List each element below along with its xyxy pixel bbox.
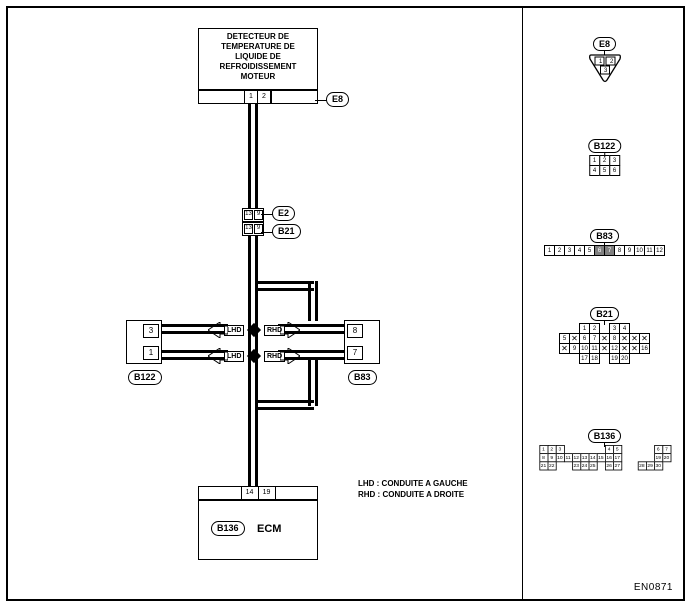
- sensor-connector-strip: 1 2: [198, 90, 318, 104]
- pinout-B122-grid: 123 456: [588, 155, 622, 175]
- pinout-B136-grid: 123 45 67 891011121314151617 1920 2122 2…: [539, 445, 670, 470]
- connector-id-B83-diag: B83: [348, 370, 377, 385]
- legend-rhd: RHD : CONDUITE A DROITE: [358, 489, 468, 500]
- left-pin-bottom: 1: [143, 346, 159, 360]
- right-side-connector: 8 7: [344, 320, 380, 364]
- inline-pin-9: 9: [254, 210, 263, 220]
- connector-id-B122-diag: B122: [128, 370, 162, 385]
- inline-pin-13b: 13: [244, 224, 253, 234]
- connector-id-E8: E8: [326, 92, 349, 107]
- pinout-B136: B136 123 45 67 891011121314151617 1920 2…: [525, 426, 685, 475]
- right-pin-top: 8: [347, 324, 363, 338]
- wiring-diagram: DETECTEUR DE TEMPERATURE DE LIQUIDE DE R…: [8, 8, 522, 599]
- sensor-pin-2: 2: [258, 91, 271, 103]
- sensor-title-2: TEMPERATURE DE: [199, 42, 317, 52]
- pinout-B21-grid: 12 34 567 8 91011 1216 1718: [560, 323, 650, 363]
- reference-code: EN0871: [634, 582, 673, 593]
- pinout-label-E8: E8: [593, 37, 616, 51]
- ecm-box: B136 ECM: [198, 500, 318, 560]
- arrow-right-1: [280, 322, 300, 338]
- wire-main-down: [248, 288, 258, 486]
- left-side-connector: 3 1: [126, 320, 162, 364]
- arrow-left-1: [208, 322, 228, 338]
- diagram-frame: DETECTEUR DE TEMPERATURE DE LIQUIDE DE R…: [6, 6, 685, 601]
- connector-id-B136-diag: B136: [211, 521, 245, 536]
- sensor-title-3: LIQUIDE DE: [199, 52, 317, 62]
- ecm-pin-14: 14: [242, 487, 259, 499]
- arrow-right-2: [280, 348, 300, 364]
- legend-text: LHD : CONDUITE A GAUCHE RHD : CONDUITE A…: [358, 478, 468, 500]
- right-pin-bottom: 7: [347, 346, 363, 360]
- wire-right-return-h: [258, 400, 314, 410]
- inline-connector-top: 13 9: [242, 208, 264, 222]
- left-pin-top: 3: [143, 324, 159, 338]
- pinout-B83: B83 12345 67 89101112: [545, 226, 665, 255]
- ecm-label: ECM: [257, 523, 281, 535]
- inline-pin-13: 13: [244, 210, 253, 220]
- sensor-title-1: DETECTEUR DE: [199, 32, 317, 42]
- pinout-label-B21: B21: [590, 307, 619, 321]
- inline-pin-9b: 9: [254, 224, 263, 234]
- coolant-temp-sensor-box: DETECTEUR DE TEMPERATURE DE LIQUIDE DE R…: [198, 28, 318, 90]
- ecm-connector-strip: 14 19: [198, 486, 318, 500]
- pinout-E8: E8 1 2 3: [587, 34, 623, 83]
- pinout-panel: E8 1 2 3 B122 123 456: [523, 8, 686, 599]
- pinout-label-B122: B122: [588, 139, 622, 153]
- connector-id-E2: E2: [272, 206, 295, 221]
- pinout-B122: B122 123 456: [588, 136, 622, 175]
- inline-connector-bottom: 13 9: [242, 222, 264, 236]
- wire-sensor-to-joint: [248, 104, 258, 208]
- pinout-label-B83: B83: [590, 229, 619, 243]
- wire-joint-to-split: [248, 236, 258, 288]
- sensor-pin-1: 1: [245, 91, 258, 103]
- wire-branch-right-top: [258, 281, 314, 291]
- pinout-label-B136: B136: [588, 429, 622, 443]
- connector-id-B21: B21: [272, 224, 301, 239]
- arrow-left-2: [208, 348, 228, 364]
- legend-lhd: LHD : CONDUITE A GAUCHE: [358, 478, 468, 489]
- pinout-E8-shape: 1 2 3: [587, 53, 623, 83]
- sensor-title-5: MOTEUR: [199, 72, 317, 82]
- pinout-B21: B21 12 34 567 8 91011 1216: [560, 304, 650, 363]
- sensor-title-4: REFROIDISSEMENT: [199, 62, 317, 72]
- wire-branch-right-down: [308, 281, 318, 321]
- ecm-pin-19: 19: [259, 487, 276, 499]
